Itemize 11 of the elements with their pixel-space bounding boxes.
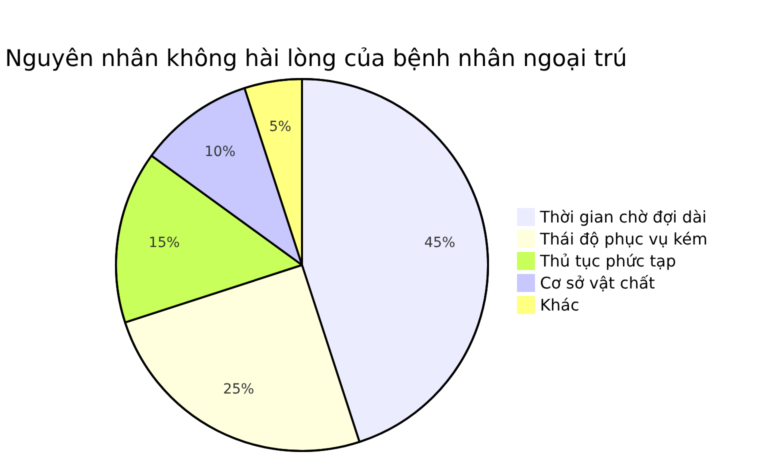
data-label: 45%	[424, 235, 456, 252]
legend-label: Thái độ phục vụ kém	[539, 230, 708, 248]
data-label: 15%	[148, 235, 180, 252]
legend-label: Khác	[540, 296, 580, 314]
data-label: 10%	[204, 144, 236, 160]
legend-label: Thời gian chờ đợi dài	[539, 208, 707, 226]
chart-title: Nguyên nhân không hài lòng của bệnh nhân ngoại trú	[5, 46, 628, 72]
legend-label: Thủ tục phức tạp	[539, 252, 676, 270]
legend-label: Cơ sở vật chất	[540, 274, 655, 292]
data-label: 25%	[223, 381, 254, 398]
data-label: 5%	[269, 119, 292, 136]
